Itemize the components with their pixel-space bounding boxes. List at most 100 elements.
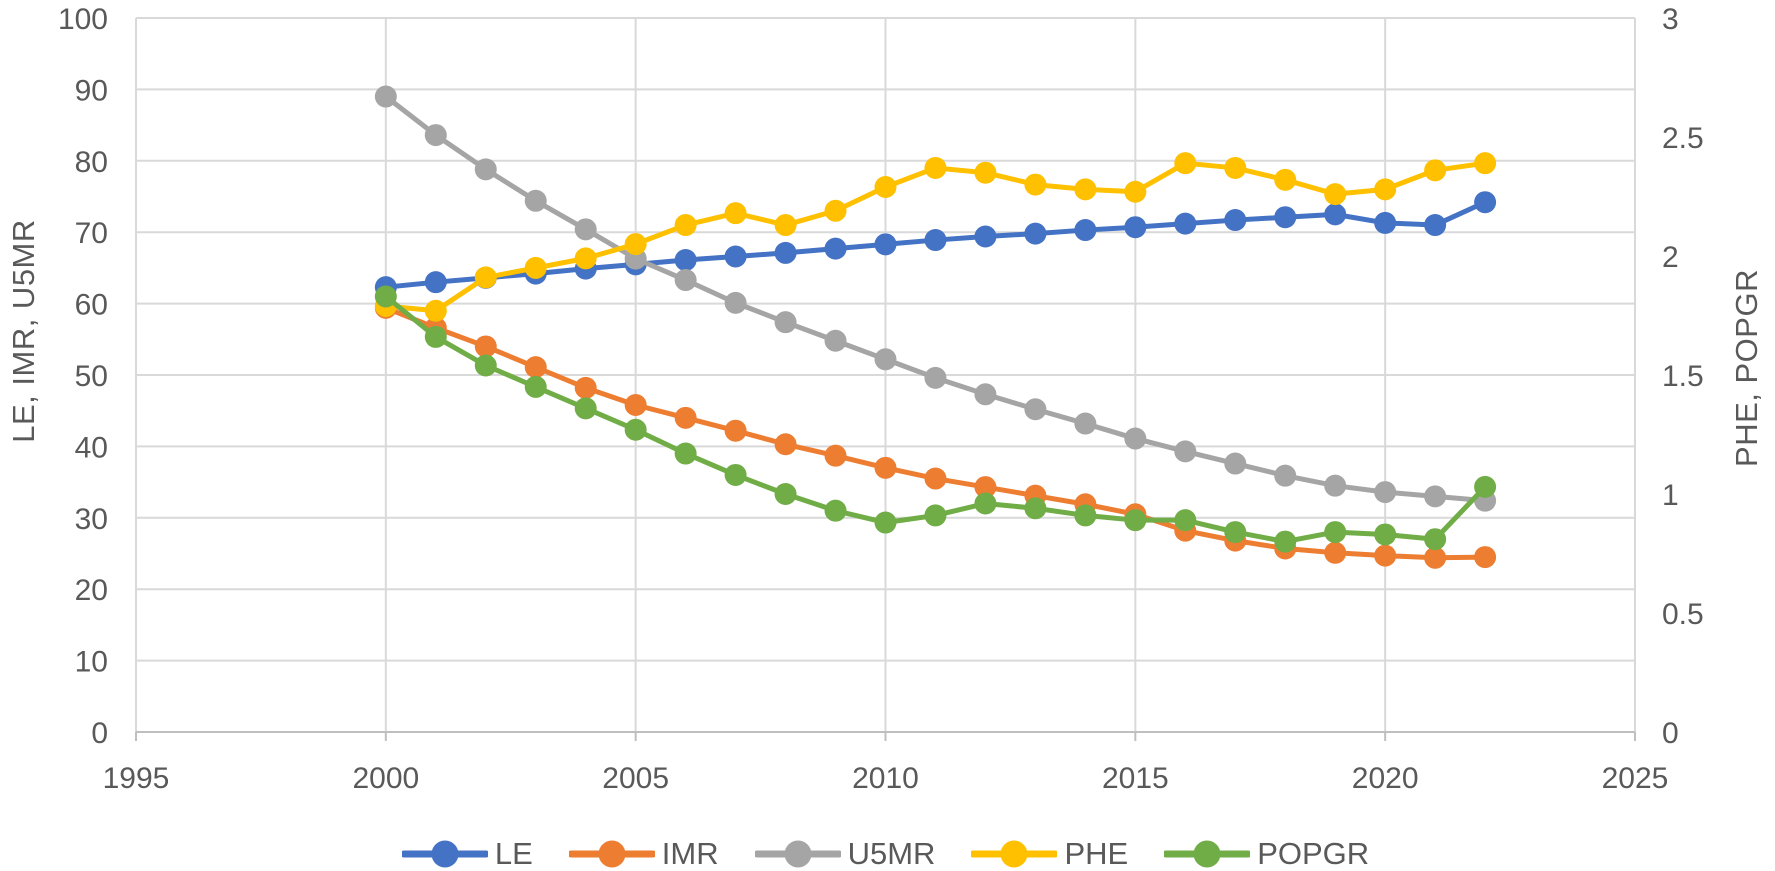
left-axis-tick-label: 20 bbox=[75, 574, 108, 607]
PHE-point-2001 bbox=[424, 299, 447, 322]
U5MR-point-2002 bbox=[474, 158, 497, 181]
PHE-point-2002 bbox=[474, 266, 497, 289]
left-axis-tick-label: 90 bbox=[75, 74, 108, 107]
POPGR-point-2020 bbox=[1374, 523, 1397, 546]
PHE-point-2003 bbox=[524, 256, 547, 279]
U5MR-point-2015 bbox=[1124, 427, 1147, 450]
POPGR-point-2018 bbox=[1274, 530, 1297, 553]
right-axis-tick-label: 0 bbox=[1662, 717, 1679, 750]
PHE-point-2014 bbox=[1074, 178, 1097, 201]
legend-label-U5MR: U5MR bbox=[847, 836, 936, 871]
LE-point-2017 bbox=[1224, 209, 1247, 232]
PHE-point-2011 bbox=[924, 156, 947, 179]
right-axis-tick-label: 1.5 bbox=[1662, 360, 1704, 393]
U5MR-point-2021 bbox=[1424, 485, 1447, 508]
right-axis-tick-label: 1 bbox=[1662, 479, 1679, 512]
POPGR-point-2007 bbox=[724, 463, 747, 486]
U5MR-point-2013 bbox=[1024, 398, 1047, 421]
IMR-point-2011 bbox=[924, 467, 947, 490]
U5MR-point-2009 bbox=[824, 329, 847, 352]
legend-label-LE: LE bbox=[494, 836, 533, 871]
U5MR-point-2003 bbox=[524, 189, 547, 212]
series-U5MR bbox=[374, 85, 1497, 512]
POPGR-point-2021 bbox=[1424, 528, 1447, 551]
series-POPGR bbox=[374, 285, 1497, 553]
U5MR-point-2011 bbox=[924, 366, 947, 389]
U5MR-point-2004 bbox=[574, 218, 597, 241]
LE-point-2010 bbox=[874, 233, 897, 256]
left-axis-tick-label: 30 bbox=[75, 503, 108, 536]
LE-point-2001 bbox=[424, 271, 447, 294]
IMR-point-2008 bbox=[774, 433, 797, 456]
left-axis-tick-label: 70 bbox=[75, 217, 108, 250]
LE-point-2014 bbox=[1074, 219, 1097, 242]
PHE-point-2010 bbox=[874, 175, 897, 198]
POPGR-point-2005 bbox=[624, 418, 647, 441]
POPGR-point-2014 bbox=[1074, 504, 1097, 527]
LE-point-2019 bbox=[1324, 203, 1347, 226]
PHE-point-2013 bbox=[1024, 173, 1047, 196]
LE-point-2012 bbox=[974, 225, 997, 248]
U5MR-point-2020 bbox=[1374, 481, 1397, 504]
PHE-point-2017 bbox=[1224, 156, 1247, 179]
IMR-point-2012 bbox=[974, 476, 997, 499]
POPGR-point-2022 bbox=[1474, 475, 1497, 498]
legend-marker-U5MR bbox=[754, 840, 841, 868]
legend-item-PHE: PHE bbox=[971, 836, 1128, 871]
legend-item-IMR: IMR bbox=[568, 836, 719, 871]
LE-point-2009 bbox=[824, 237, 847, 260]
legend-item-LE: LE bbox=[401, 836, 533, 871]
right-axis-title: PHE, POPGR bbox=[1729, 269, 1764, 467]
LE-point-2008 bbox=[774, 241, 797, 264]
left-axis-tick-label: 60 bbox=[75, 289, 108, 322]
right-axis-tick-label: 2 bbox=[1662, 241, 1679, 274]
IMR-point-2022 bbox=[1474, 546, 1497, 569]
IMR-point-2007 bbox=[724, 419, 747, 442]
series-PHE bbox=[374, 152, 1497, 322]
PHE-point-2015 bbox=[1124, 180, 1147, 203]
legend-item-POPGR: POPGR bbox=[1164, 836, 1369, 871]
POPGR-point-2008 bbox=[774, 483, 797, 505]
legend-item-U5MR: U5MR bbox=[754, 836, 936, 871]
LE-point-2007 bbox=[724, 245, 747, 268]
x-axis-tick-label: 2000 bbox=[352, 762, 419, 795]
IMR-point-2006 bbox=[674, 406, 697, 429]
legend-dot bbox=[431, 840, 459, 868]
legend-dot bbox=[1000, 840, 1028, 868]
PHE-point-2019 bbox=[1324, 183, 1347, 206]
left-axis-title: LE, IMR, U5MR bbox=[6, 219, 41, 443]
PHE-point-2020 bbox=[1374, 178, 1397, 201]
U5MR-point-2006 bbox=[674, 269, 697, 292]
PHE-point-2022 bbox=[1474, 152, 1497, 175]
IMR-point-2020 bbox=[1374, 544, 1397, 567]
PHE-point-2008 bbox=[774, 214, 797, 237]
U5MR-point-2014 bbox=[1074, 412, 1097, 435]
legend-marker-LE bbox=[401, 840, 488, 868]
U5MR-point-2012 bbox=[974, 383, 997, 406]
right-axis-tick-label: 3 bbox=[1662, 3, 1679, 36]
POPGR-point-2013 bbox=[1024, 497, 1047, 520]
left-axis-tick-label: 80 bbox=[75, 146, 108, 179]
U5MR-point-2001 bbox=[424, 124, 447, 147]
POPGR-point-2002 bbox=[474, 354, 497, 377]
x-axis-tick-label: 1995 bbox=[103, 762, 170, 795]
U5MR-point-2016 bbox=[1174, 440, 1197, 463]
POPGR-point-2015 bbox=[1124, 509, 1147, 532]
LE-point-2006 bbox=[674, 249, 697, 272]
IMR-point-2003 bbox=[524, 356, 547, 379]
POPGR-point-2010 bbox=[874, 511, 897, 534]
LE-point-2018 bbox=[1274, 206, 1297, 229]
gridlines bbox=[135, 17, 1636, 741]
legend-label-POPGR: POPGR bbox=[1257, 836, 1370, 871]
PHE-point-2021 bbox=[1424, 159, 1447, 182]
right-axis-tick-label: 0.5 bbox=[1662, 598, 1704, 631]
legend-marker-IMR bbox=[568, 840, 655, 868]
PHE-point-2004 bbox=[574, 247, 597, 270]
legend-marker-POPGR bbox=[1164, 840, 1251, 868]
left-axis-tick-label: 0 bbox=[91, 717, 108, 750]
POPGR-point-2016 bbox=[1174, 509, 1197, 532]
PHE-point-2018 bbox=[1274, 168, 1297, 191]
POPGR-point-2009 bbox=[824, 499, 847, 522]
